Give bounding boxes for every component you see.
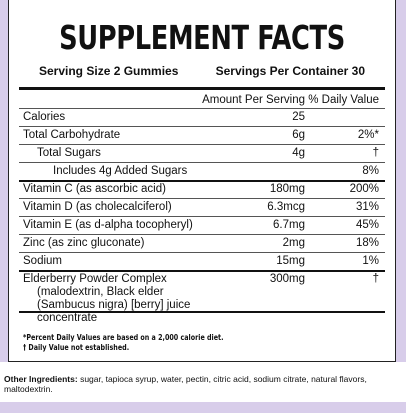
header: Amount Per Serving [202, 94, 305, 106]
row: Includes 4g Added Sugars 8% [19, 163, 385, 182]
header: % Daily Value [308, 94, 379, 106]
text: sugar, tapioca syrup, water, pectin, cit… [4, 374, 367, 394]
amount: 300mg [269, 273, 305, 285]
amount: 180mg [269, 183, 305, 195]
nutrient-name: Calories [23, 111, 66, 123]
daily-value: 31% [355, 201, 379, 213]
amount: 6.7mg [273, 219, 305, 231]
row: Sodium 15mg 1% [19, 253, 385, 272]
nutrient-detail: (malodextrin, Black elder (Sambucus nigr… [37, 286, 191, 324]
amount: 6g [292, 129, 305, 141]
serving-info: Serving Size 2 Gummies Servings Per Cont… [39, 64, 365, 78]
title: SUPPLEMENT FACTS [59, 18, 345, 57]
daily-value: 45% [355, 219, 379, 231]
serving-size: Serving Size 2 Gummies [39, 64, 179, 78]
daily-value: † [372, 147, 379, 159]
nutrient-name: Total Sugars [37, 147, 101, 159]
nutrient-name: Vitamin C (as ascorbic acid) [23, 183, 166, 195]
background [0, 402, 406, 413]
amount: 25 [292, 111, 305, 123]
nutrient-name: Total Carbohydrate [23, 129, 121, 141]
rule [19, 87, 385, 90]
footnote: † Daily Value not established. [23, 343, 130, 352]
row: Calories 25 [19, 109, 385, 127]
row: Total Sugars 4g † [19, 145, 385, 163]
other-ingredients: Other Ingredients: sugar, tapioca syrup,… [4, 374, 396, 394]
label: Other Ingredients: [4, 374, 78, 384]
header-row: Amount Per Serving % Daily Value [19, 92, 385, 109]
nutrient-name: Includes 4g Added Sugars [53, 165, 188, 177]
nutrient-name: Sodium [23, 255, 62, 267]
row: Total Carbohydrate 6g 2%* [19, 127, 385, 145]
daily-value: 1% [362, 255, 379, 267]
row: Zinc (as zinc gluconate) 2mg 18% [19, 235, 385, 253]
row: Vitamin C (as ascorbic acid) 180mg 200% [19, 181, 385, 199]
daily-value: 2%* [357, 129, 379, 141]
daily-value: † [372, 273, 379, 285]
amount: 15mg [276, 255, 305, 267]
daily-value: 18% [355, 237, 379, 249]
row: Elderberry Powder Complex (malodextrin, B… [19, 271, 385, 324]
amount: 6.3mcg [267, 201, 305, 213]
amount: 4g [292, 147, 305, 159]
footnote: *Percent Daily Values are based on a 2,0… [23, 333, 224, 342]
daily-value: 200% [349, 183, 379, 195]
servings-per-container: Servings Per Container 30 [215, 64, 365, 78]
daily-value: 8% [362, 165, 379, 177]
nutrient-name: Vitamin D (as cholecalciferol) [23, 201, 172, 213]
nutrient-name: Vitamin E (as d-alpha tocopheryl) [23, 219, 193, 231]
nutrient-name: Elderberry Powder Complex [23, 273, 167, 285]
footnotes: *Percent Daily Values are based on a 2,0… [23, 333, 224, 353]
nutrient-name: Zinc (as zinc gluconate) [23, 237, 145, 249]
row: Vitamin E (as d-alpha tocopheryl) 6.7mg 45… [19, 217, 385, 235]
amount: 2mg [282, 237, 305, 249]
facts-panel: SUPPLEMENT FACTS Serving Size 2 Gummies … [8, 0, 396, 362]
row: Vitamin D (as cholecalciferol) 6.3mcg 31% [19, 199, 385, 217]
